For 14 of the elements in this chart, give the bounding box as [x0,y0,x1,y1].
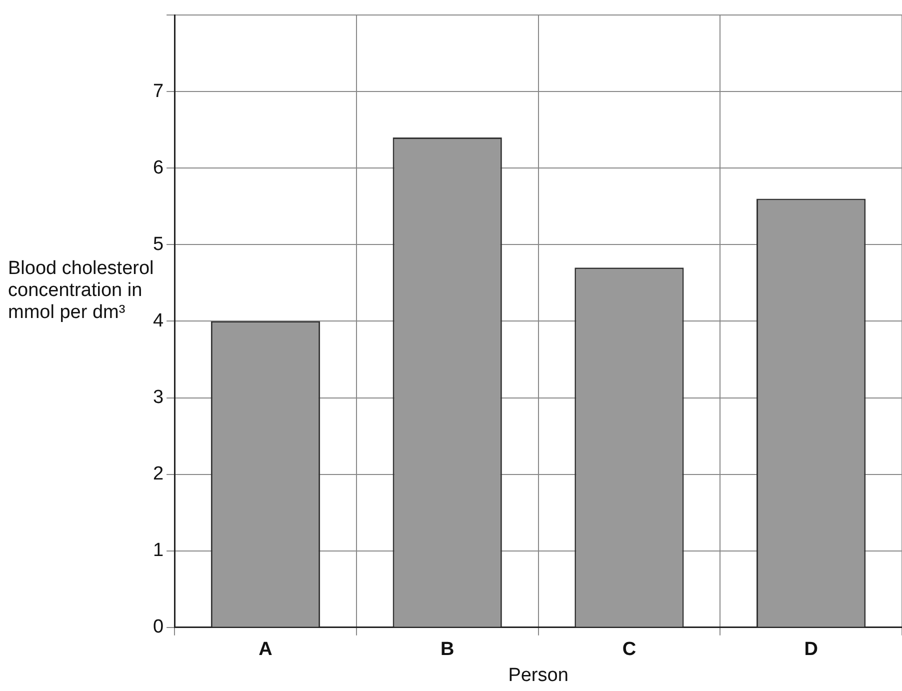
y-tick-label: 4 [152,310,164,332]
x-axis-title: Person [508,664,568,686]
x-tick-label: C [622,639,636,660]
y-tick-label: 0 [152,616,164,638]
y-tick-label: 7 [152,80,164,102]
y-tick-label: 6 [152,157,164,178]
y-tick-label: 3 [152,386,164,408]
y-tick-label: 5 [152,234,164,255]
x-tick-label: A [258,639,273,660]
y-tick-label: 2 [152,464,164,485]
x-tick-label: B [440,639,454,660]
y-axis-title: Blood cholesterol concentration in mmol per dm³ [8,258,154,323]
y-tick-label: 1 [152,540,164,562]
x-tick-label: D [804,639,818,660]
